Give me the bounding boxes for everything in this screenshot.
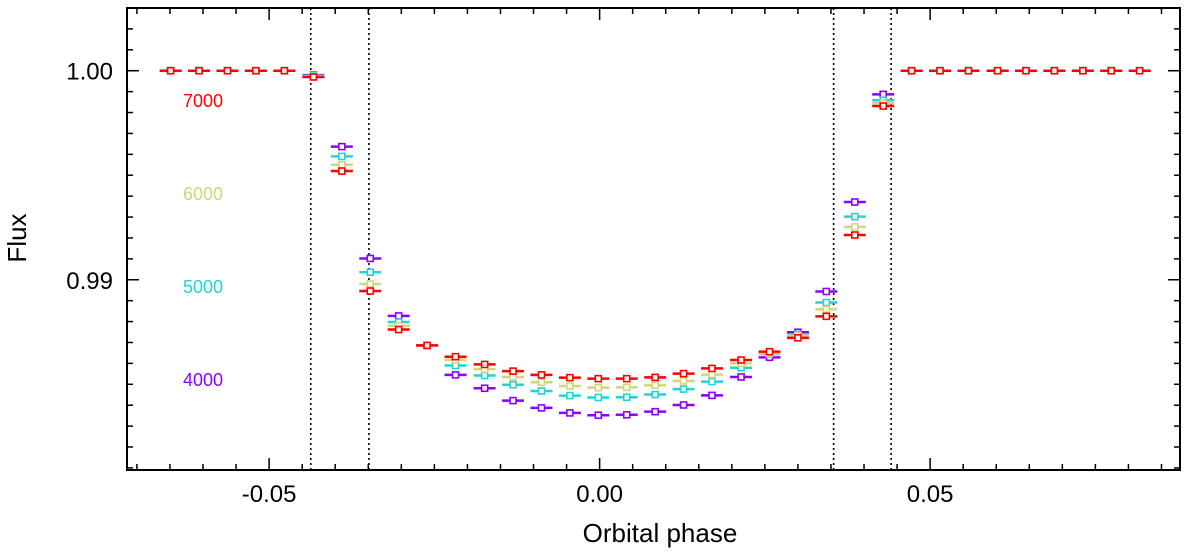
data-point — [765, 347, 774, 356]
y-axis-label: Flux — [2, 213, 32, 262]
data-point — [651, 381, 659, 390]
data-point — [509, 367, 517, 375]
data-point — [537, 371, 546, 379]
data-point — [566, 373, 574, 382]
data-point — [309, 73, 318, 81]
data-point — [708, 370, 716, 379]
data-point — [737, 356, 745, 364]
data-point — [594, 383, 603, 392]
data-point — [338, 152, 346, 161]
data-point — [679, 401, 688, 409]
data-point — [622, 383, 631, 392]
x-tick-label: -0.05 — [242, 481, 297, 508]
series-layer — [159, 66, 1151, 420]
data-point — [451, 371, 460, 379]
x-tick-label: 0.05 — [907, 481, 954, 508]
data-point — [195, 66, 203, 75]
contact-lines — [309, 8, 892, 470]
legend-entry-7000: 7000 — [183, 91, 223, 111]
data-point — [1022, 66, 1030, 75]
data-point — [679, 377, 688, 385]
data-point — [394, 325, 403, 334]
data-point — [679, 369, 688, 378]
data-point — [537, 387, 546, 395]
data-point — [594, 393, 603, 402]
data-point — [480, 360, 489, 369]
series-6000 — [159, 66, 1151, 392]
data-point — [423, 341, 431, 350]
data-point — [708, 377, 716, 386]
data-point — [366, 268, 375, 277]
data-point — [850, 231, 859, 239]
data-point — [822, 298, 831, 307]
data-point — [509, 380, 517, 389]
x-tick-label: 0.00 — [576, 481, 623, 508]
legend: 7000 6000 5000 4000 — [183, 91, 223, 390]
data-point — [1050, 66, 1059, 75]
data-point — [822, 305, 831, 314]
data-point — [566, 409, 574, 417]
data-point — [850, 223, 859, 231]
data-point — [993, 66, 1002, 75]
data-point — [509, 396, 517, 405]
data-point — [907, 66, 916, 75]
data-point — [366, 280, 375, 288]
legend-entry-5000: 5000 — [183, 277, 223, 297]
data-point — [1107, 66, 1116, 75]
data-point — [651, 390, 659, 399]
data-point — [280, 66, 289, 75]
data-point — [566, 382, 574, 390]
plot-frame — [126, 7, 1181, 471]
data-point — [366, 287, 375, 295]
data-point — [822, 287, 831, 296]
data-point — [708, 364, 716, 373]
y-tick-label: 0.99 — [66, 268, 113, 295]
data-point — [594, 374, 603, 383]
x-axis-label: Orbital phase — [583, 518, 738, 548]
data-point — [366, 254, 375, 263]
series-4000 — [159, 66, 1151, 420]
legend-entry-4000: 4000 — [183, 370, 223, 390]
data-point — [622, 374, 631, 383]
data-point — [252, 66, 260, 75]
data-point — [622, 393, 631, 402]
data-point — [964, 66, 973, 75]
data-point — [338, 167, 346, 175]
data-point — [879, 102, 888, 110]
axis-ticks: -0.05 0.00 0.05 1.00 0.99 — [66, 7, 1180, 508]
data-point — [1135, 66, 1144, 75]
data-point — [166, 66, 175, 75]
data-point — [537, 404, 546, 412]
data-point — [338, 160, 346, 169]
data-point — [338, 142, 346, 151]
data-point — [822, 312, 831, 321]
data-point — [1079, 66, 1087, 75]
data-point — [651, 407, 659, 416]
y-tick-label: 1.00 — [66, 59, 113, 86]
data-point — [480, 384, 489, 393]
data-point — [850, 212, 859, 221]
data-point — [566, 391, 574, 400]
data-point — [394, 312, 403, 320]
data-point — [679, 385, 688, 393]
data-point — [651, 373, 659, 382]
data-point — [794, 334, 802, 342]
data-point — [451, 352, 460, 361]
data-point — [622, 411, 631, 419]
plot-border — [126, 7, 1181, 471]
data-point — [594, 411, 603, 420]
series-5000 — [159, 66, 1151, 402]
data-point — [936, 66, 944, 75]
data-point — [708, 391, 716, 400]
data-point — [223, 66, 232, 75]
data-point — [737, 373, 745, 381]
data-point — [537, 378, 546, 386]
data-point — [480, 371, 489, 380]
data-point — [850, 198, 859, 206]
series-7000 — [159, 66, 1151, 383]
legend-entry-6000: 6000 — [183, 184, 223, 204]
